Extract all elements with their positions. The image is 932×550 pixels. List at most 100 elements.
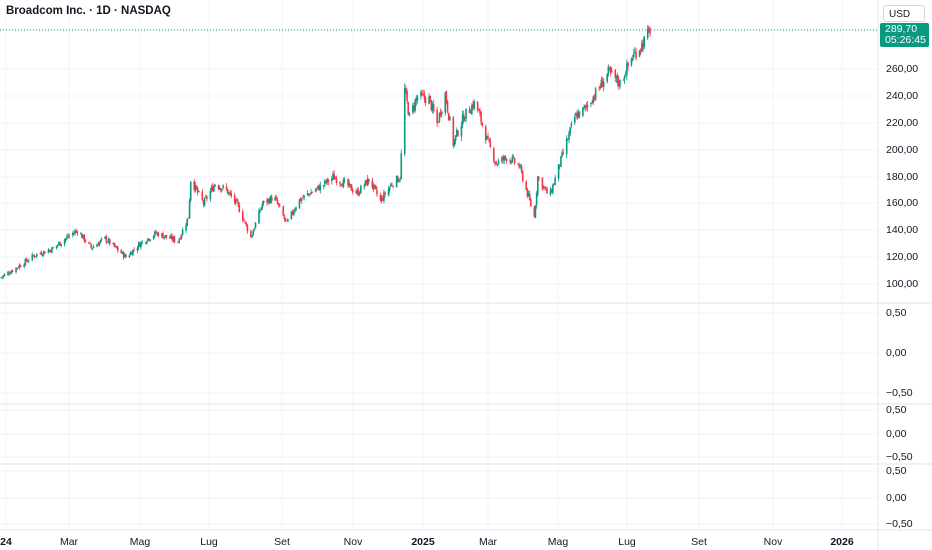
candle-up — [194, 184, 197, 191]
candle-up — [68, 235, 71, 237]
candle-down — [381, 197, 384, 201]
candle-up — [99, 240, 102, 243]
candle-up — [364, 180, 367, 185]
candle-down — [429, 95, 431, 100]
candle-down — [187, 217, 190, 219]
indicator-axis-label: 0,50 — [886, 465, 907, 477]
time-axis-label: Lug — [200, 536, 218, 548]
time-axis-label: Mar — [59, 536, 79, 548]
candle-down — [627, 62, 629, 67]
candle-up — [553, 183, 555, 185]
candle-down — [226, 189, 229, 194]
candle-up — [107, 239, 110, 242]
candle-up — [416, 96, 419, 100]
candle-down — [171, 235, 174, 241]
candle-up — [9, 273, 12, 275]
candle-down — [233, 195, 236, 203]
candle-up — [574, 116, 576, 123]
price-axis-label: 180,00 — [886, 171, 919, 183]
candle-down — [533, 207, 536, 217]
candle-down — [489, 141, 492, 147]
candle-up — [41, 255, 44, 256]
candle-up — [602, 81, 605, 87]
candlestick-series — [0, 25, 651, 280]
candle-down — [275, 197, 278, 200]
candle-down — [284, 218, 287, 220]
candle-down — [504, 156, 507, 159]
candle-down — [432, 104, 435, 112]
candle-up — [366, 178, 369, 186]
candle-down — [525, 181, 528, 190]
candle-up — [399, 179, 401, 181]
candle-down — [526, 188, 529, 197]
candle-down — [250, 231, 252, 237]
candle-down — [236, 198, 238, 202]
candle-down — [195, 185, 198, 189]
candle-up — [583, 107, 585, 108]
candle-down — [157, 232, 160, 237]
candle-up — [82, 234, 84, 239]
candle-up — [638, 50, 641, 57]
grid-layer — [0, 0, 878, 530]
candle-up — [52, 247, 54, 249]
candle-up — [267, 198, 270, 202]
candle-down — [202, 200, 205, 205]
price-axis-label: 100,00 — [886, 278, 919, 290]
candle-up — [26, 261, 29, 263]
candle-up — [106, 241, 109, 243]
candle-up — [584, 105, 587, 108]
symbol-title[interactable]: Broadcom Inc. · 1D · NASDAQ — [6, 5, 171, 17]
candle-down — [155, 231, 157, 234]
candle-down — [479, 110, 481, 114]
candle-down — [576, 113, 578, 119]
candle-down — [245, 222, 248, 225]
candle-up — [356, 190, 359, 193]
candle-down — [220, 188, 222, 191]
candle-up — [172, 237, 175, 241]
candle-down — [609, 67, 612, 73]
candle-down — [282, 206, 285, 216]
candle-down — [541, 177, 544, 189]
candle-down — [376, 189, 378, 195]
candle-up — [140, 242, 142, 247]
candle-up — [31, 254, 34, 260]
candle-down — [462, 114, 465, 122]
indicator-axis-label: 0,00 — [886, 492, 907, 504]
candle-down — [546, 188, 548, 194]
candle-up — [567, 139, 569, 141]
candle-down — [502, 157, 504, 160]
candle-down — [88, 242, 90, 244]
candle-down — [405, 88, 407, 92]
indicator-axis-label: 0,50 — [886, 307, 907, 319]
candle-up — [398, 180, 400, 182]
candle-up — [128, 255, 131, 258]
candle-up — [60, 243, 62, 246]
candle-down — [635, 52, 637, 59]
candle-up — [91, 248, 94, 249]
candle-down — [241, 211, 244, 221]
time-axis-label: Lug — [618, 536, 636, 548]
candle-up — [565, 139, 568, 155]
candle-up — [136, 248, 139, 251]
currency-selector[interactable]: USD — [883, 5, 925, 22]
candle-down — [0, 277, 2, 279]
candle-up — [295, 207, 297, 211]
price-axis-label: 160,00 — [886, 197, 919, 209]
candle-up — [147, 238, 149, 242]
candle-down — [351, 190, 354, 193]
candle-up — [213, 185, 215, 192]
candle-down — [436, 110, 438, 123]
candle-up — [511, 156, 514, 163]
candle-up — [519, 165, 522, 167]
candle-up — [569, 127, 571, 134]
candle-up — [98, 242, 101, 246]
candle-up — [262, 200, 265, 204]
candle-up — [156, 232, 158, 234]
candle-down — [44, 251, 46, 254]
candle-down — [309, 193, 311, 196]
candle-up — [473, 100, 475, 109]
candle-up — [3, 274, 6, 277]
candle-down — [446, 101, 449, 112]
candle-up — [104, 236, 106, 239]
